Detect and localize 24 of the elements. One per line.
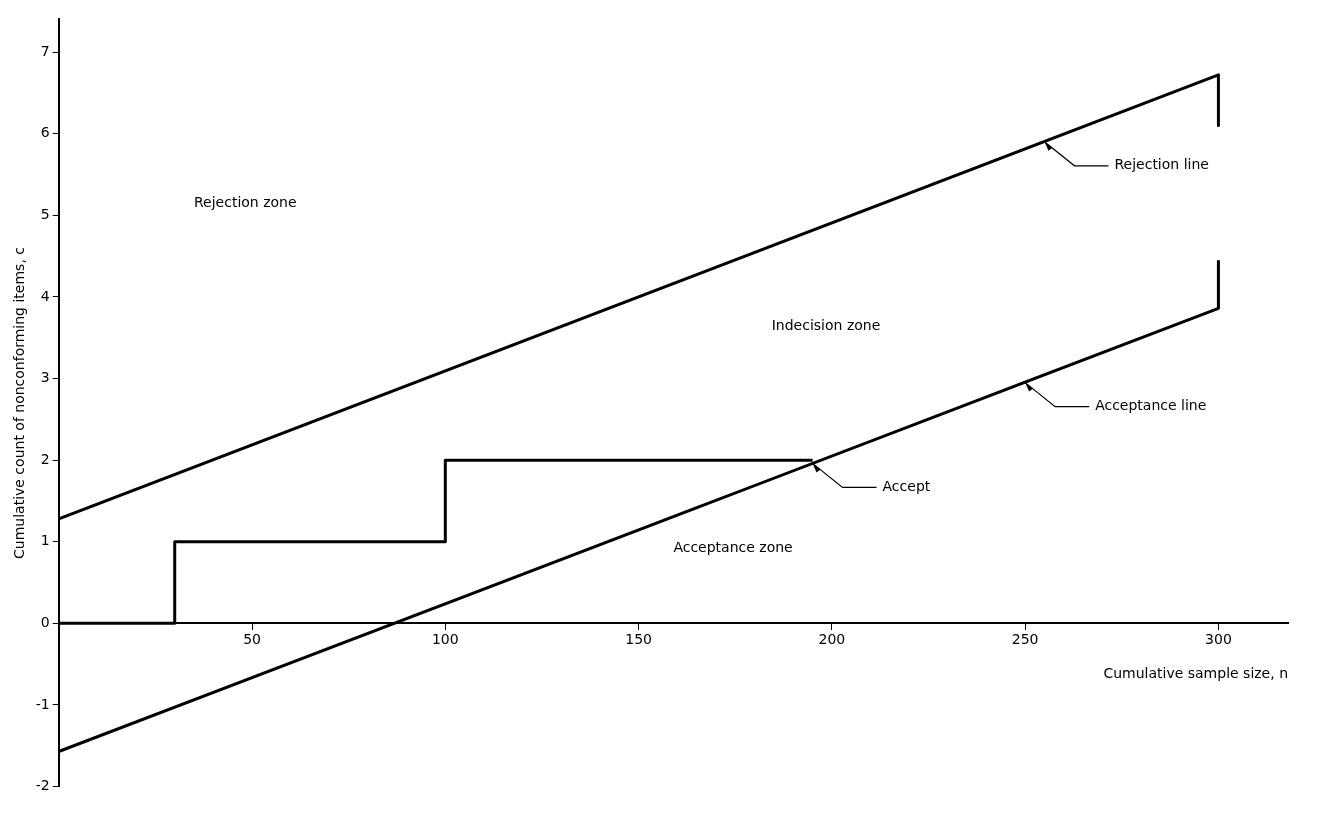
- y-axis-title: Cumulative count of nonconforming items, c: [11, 247, 28, 559]
- y-tick-label: 3: [40, 369, 50, 386]
- x-tick-label: 300: [1205, 631, 1232, 648]
- y-tick-label: 2: [40, 450, 50, 467]
- y-tick-label: 6: [40, 124, 50, 141]
- x-tick-label: 250: [1011, 631, 1039, 648]
- x-tick-label: 150: [625, 631, 652, 648]
- annotation: Accept: [882, 478, 931, 495]
- y-tick-label: 0: [40, 614, 50, 631]
- y-tick-label: -1: [35, 695, 50, 712]
- y-tick-label: 5: [40, 205, 50, 222]
- x-tick-label: 200: [818, 631, 846, 648]
- annotation: Rejection line: [1114, 156, 1209, 173]
- y-tick-label: 1: [40, 532, 50, 549]
- x-tick-label: 100: [431, 631, 459, 648]
- annotation: Rejection zone: [193, 194, 297, 211]
- annotation: Acceptance line: [1095, 397, 1207, 414]
- x-tick-label: 50: [243, 631, 261, 648]
- annotation: Indecision zone: [771, 316, 881, 333]
- y-tick-label: 7: [40, 42, 50, 59]
- y-tick-label: -2: [35, 777, 50, 794]
- annotation: Acceptance zone: [673, 539, 793, 556]
- x-axis-title: Cumulative sample size, n: [1103, 665, 1288, 682]
- y-tick-label: 4: [40, 287, 50, 304]
